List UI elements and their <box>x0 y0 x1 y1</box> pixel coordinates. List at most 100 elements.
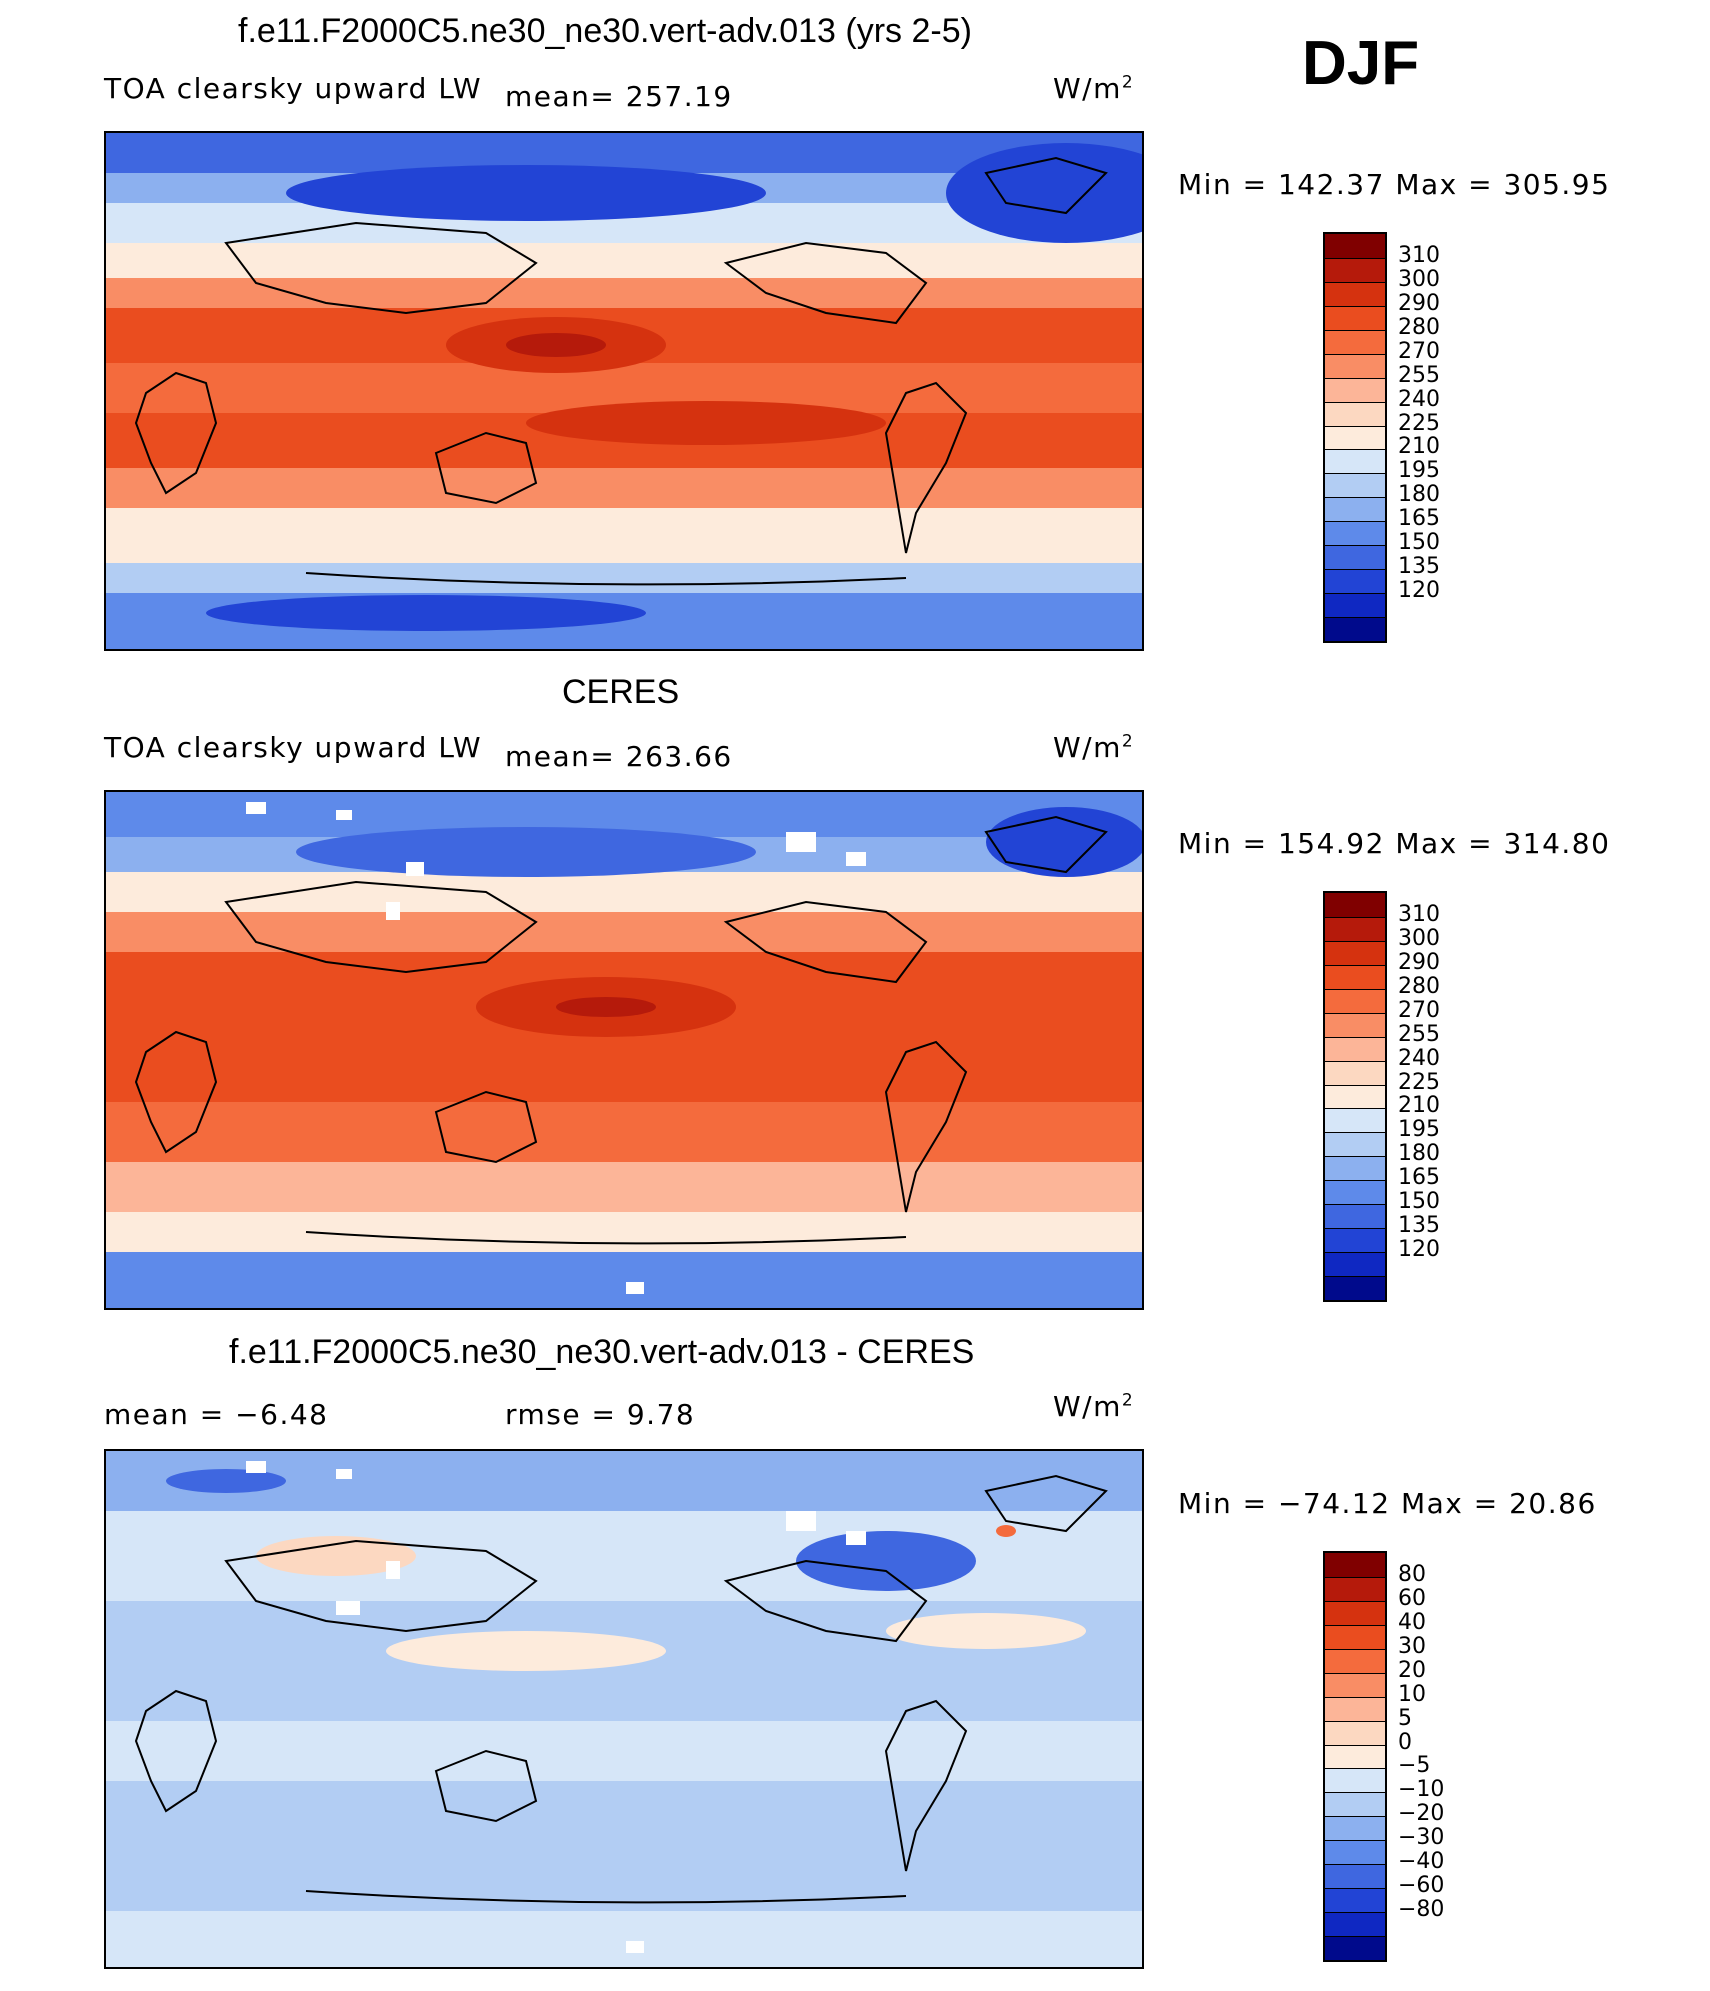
colorbar-tick-label: 300 <box>1398 266 1440 292</box>
colorbar-tick-label: 310 <box>1398 901 1440 927</box>
colorbar-tick-label: −40 <box>1398 1849 1445 1875</box>
variable-label: TOA clearsky upward LW <box>104 72 483 105</box>
colorbar-tick-label: 0 <box>1398 1729 1412 1755</box>
colorbar-segment <box>1325 305 1385 330</box>
colorbar-segment <box>1325 1576 1385 1601</box>
colorbar-segment <box>1325 1156 1385 1181</box>
colorbar-tick-label: 120 <box>1398 1237 1440 1263</box>
colorbar-tick-label: 255 <box>1398 1021 1440 1047</box>
world-map <box>104 131 1144 651</box>
colorbar-segment <box>1325 1276 1385 1300</box>
colorbar-segment <box>1325 1060 1385 1085</box>
colorbar-segment <box>1325 497 1385 522</box>
panel-title: CERES <box>562 673 680 711</box>
variable-label: TOA clearsky upward LW <box>104 731 483 764</box>
min-max-label: Min = 154.92 Max = 314.80 <box>1178 827 1611 860</box>
colorbar-segment <box>1325 234 1385 258</box>
colorbar-segment <box>1325 916 1385 941</box>
colorbar-segment <box>1325 545 1385 570</box>
colorbar <box>1323 232 1387 643</box>
colorbar-tick-label: 60 <box>1398 1585 1426 1611</box>
units-label: W/m2 <box>1053 72 1135 105</box>
colorbar-segment <box>1325 593 1385 618</box>
colorbar-segment <box>1325 1553 1385 1577</box>
colorbar-tick-label: 30 <box>1398 1633 1426 1659</box>
colorbar-tick-label: 255 <box>1398 362 1440 388</box>
colorbar-segment <box>1325 1936 1385 1960</box>
colorbar-segment <box>1325 893 1385 917</box>
colorbar-tick-label: 290 <box>1398 290 1440 316</box>
colorbar-segment <box>1325 1648 1385 1673</box>
colorbar-tick-label: −80 <box>1398 1897 1445 1923</box>
colorbar-segment <box>1325 1768 1385 1793</box>
colorbar-segment <box>1325 1816 1385 1841</box>
mean-label: mean= 263.66 <box>505 740 733 773</box>
colorbar-tick-label: 310 <box>1398 242 1440 268</box>
colorbar-segment <box>1325 257 1385 282</box>
colorbar-segment <box>1325 329 1385 354</box>
colorbar-segment <box>1325 964 1385 989</box>
panel-title: f.e11.F2000C5.ne30_ne30.vert-adv.013 - C… <box>229 1333 975 1371</box>
season-label: DJF <box>1302 29 1420 98</box>
colorbar-tick-label: −30 <box>1398 1825 1445 1851</box>
units-label: W/m2 <box>1053 731 1135 764</box>
colorbar-segment <box>1325 281 1385 306</box>
colorbar-segment <box>1325 1204 1385 1229</box>
colorbar <box>1323 891 1387 1302</box>
colorbar-segment <box>1325 1228 1385 1253</box>
colorbar-tick-label: 280 <box>1398 314 1440 340</box>
colorbar-segment <box>1325 1888 1385 1913</box>
colorbar-segment <box>1325 1840 1385 1865</box>
colorbar-tick-label: 210 <box>1398 434 1440 460</box>
colorbar-segment <box>1325 473 1385 498</box>
colorbar-tick-label: 195 <box>1398 1117 1440 1143</box>
colorbar-segment <box>1325 617 1385 641</box>
colorbar-tick-label: 20 <box>1398 1657 1426 1683</box>
colorbar-tick-label: 210 <box>1398 1093 1440 1119</box>
world-map <box>104 1449 1144 1969</box>
colorbar-segment <box>1325 1744 1385 1769</box>
colorbar-segment <box>1325 353 1385 378</box>
colorbar-segment <box>1325 1720 1385 1745</box>
colorbar-tick-label: 225 <box>1398 410 1440 436</box>
colorbar-segment <box>1325 401 1385 426</box>
colorbar-tick-label: 5 <box>1398 1705 1412 1731</box>
colorbar-tick-label: 165 <box>1398 1165 1440 1191</box>
colorbar-tick-label: 270 <box>1398 997 1440 1023</box>
units-label: W/m2 <box>1053 1390 1135 1423</box>
colorbar-tick-label: 165 <box>1398 506 1440 532</box>
colorbar-segment <box>1325 425 1385 450</box>
colorbar-tick-label: 135 <box>1398 1213 1440 1239</box>
colorbar-tick-label: 120 <box>1398 578 1440 604</box>
colorbar-segment <box>1325 1252 1385 1277</box>
colorbar-segment <box>1325 1012 1385 1037</box>
colorbar-segment <box>1325 1084 1385 1109</box>
colorbar-segment <box>1325 1624 1385 1649</box>
colorbar-segment <box>1325 940 1385 965</box>
colorbar-segment <box>1325 1600 1385 1625</box>
mean-label: mean = −6.48 <box>104 1398 329 1431</box>
colorbar-segment <box>1325 521 1385 546</box>
colorbar-segment <box>1325 1036 1385 1061</box>
colorbar-segment <box>1325 1792 1385 1817</box>
min-max-label: Min = 142.37 Max = 305.95 <box>1178 168 1611 201</box>
colorbar-tick-label: 150 <box>1398 1189 1440 1215</box>
colorbar-tick-label: 180 <box>1398 1141 1440 1167</box>
colorbar-tick-label: 290 <box>1398 949 1440 975</box>
colorbar-tick-label: −5 <box>1398 1753 1431 1779</box>
colorbar-segment <box>1325 1180 1385 1205</box>
colorbar-segment <box>1325 1672 1385 1697</box>
colorbar-segment <box>1325 1696 1385 1721</box>
mean-label: mean= 257.19 <box>505 80 733 113</box>
colorbar-tick-label: 270 <box>1398 338 1440 364</box>
colorbar-segment <box>1325 449 1385 474</box>
colorbar-tick-label: 10 <box>1398 1681 1426 1707</box>
colorbar-tick-label: 240 <box>1398 386 1440 412</box>
colorbar-segment <box>1325 1912 1385 1937</box>
colorbar-segment <box>1325 569 1385 594</box>
colorbar-tick-label: 280 <box>1398 973 1440 999</box>
colorbar-tick-label: −10 <box>1398 1777 1445 1803</box>
colorbar-tick-label: 300 <box>1398 925 1440 951</box>
colorbar-tick-label: −60 <box>1398 1873 1445 1899</box>
colorbar-tick-label: −20 <box>1398 1801 1445 1827</box>
